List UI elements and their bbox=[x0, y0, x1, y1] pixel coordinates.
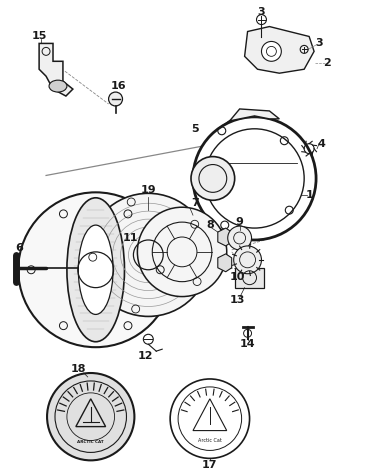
Text: 7: 7 bbox=[191, 198, 199, 208]
Polygon shape bbox=[208, 116, 301, 238]
Polygon shape bbox=[218, 254, 232, 272]
Polygon shape bbox=[39, 43, 73, 96]
Text: 8: 8 bbox=[206, 220, 214, 230]
Circle shape bbox=[261, 41, 281, 61]
Circle shape bbox=[234, 246, 261, 274]
Circle shape bbox=[193, 117, 316, 240]
Circle shape bbox=[191, 157, 235, 200]
Text: 1: 1 bbox=[305, 190, 313, 200]
Text: 10: 10 bbox=[230, 272, 245, 282]
Text: 4: 4 bbox=[317, 139, 325, 149]
Circle shape bbox=[18, 192, 173, 347]
Text: 6: 6 bbox=[15, 243, 23, 253]
Ellipse shape bbox=[78, 225, 113, 314]
Circle shape bbox=[170, 379, 250, 458]
Circle shape bbox=[87, 193, 210, 316]
Polygon shape bbox=[218, 228, 232, 246]
Text: 12: 12 bbox=[138, 351, 153, 361]
Text: 18: 18 bbox=[71, 364, 86, 374]
Text: 5: 5 bbox=[191, 124, 199, 134]
Circle shape bbox=[228, 226, 251, 250]
Text: 9: 9 bbox=[236, 217, 243, 227]
Circle shape bbox=[47, 373, 134, 460]
Text: 3: 3 bbox=[258, 7, 265, 17]
Circle shape bbox=[109, 92, 123, 106]
Text: 16: 16 bbox=[111, 81, 126, 91]
Ellipse shape bbox=[49, 80, 67, 92]
Text: 3: 3 bbox=[315, 38, 323, 48]
Text: 19: 19 bbox=[141, 185, 156, 195]
Text: ARCTIC CAT: ARCTIC CAT bbox=[77, 439, 104, 444]
Ellipse shape bbox=[67, 198, 125, 342]
Text: 2: 2 bbox=[323, 58, 331, 68]
Text: Arctic Cat: Arctic Cat bbox=[198, 438, 222, 443]
Bar bbox=[235, 268, 264, 288]
Text: 14: 14 bbox=[240, 339, 255, 349]
Text: 17: 17 bbox=[202, 460, 218, 470]
Polygon shape bbox=[245, 27, 314, 73]
Text: 15: 15 bbox=[31, 31, 47, 41]
Text: 13: 13 bbox=[230, 294, 245, 304]
Text: 11: 11 bbox=[123, 233, 138, 243]
Circle shape bbox=[138, 207, 227, 296]
Polygon shape bbox=[230, 109, 279, 121]
